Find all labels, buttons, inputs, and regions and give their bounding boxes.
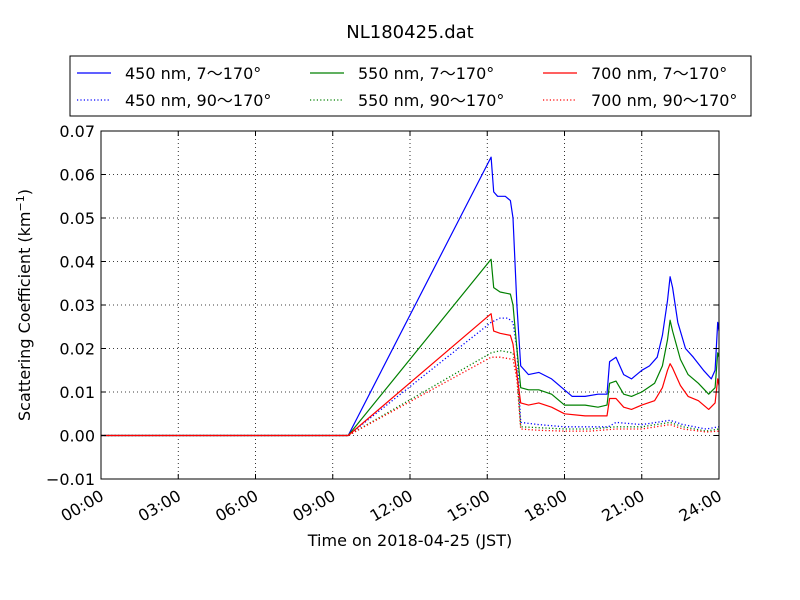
y-tick-label: 0.04 [59, 253, 95, 272]
legend-label-6: 700 nm, 90～170° [591, 91, 737, 110]
y-tick-label: −0.01 [46, 470, 95, 489]
axis-ticks: 00:00 03:00 06:00 09:00 12:00 15:00 18:00 21:00… [46, 122, 725, 526]
x-tick-label: 09:00 [289, 486, 338, 526]
y-tick-label: 0.02 [59, 340, 95, 359]
x-tick-label: 03:00 [135, 486, 184, 526]
legend-label-2: 450 nm, 90～170° [125, 91, 271, 110]
x-tick-label: 12:00 [367, 486, 416, 526]
series-line-2 [101, 317, 720, 437]
legend-label-1: 450 nm, 7～170° [125, 64, 261, 83]
legend-label-3: 550 nm, 7～170° [358, 64, 494, 83]
y-axis-label: Scattering Coefficient (km−1) [14, 189, 34, 421]
x-tick-label: 00:00 [58, 486, 107, 526]
y-axis-label-close: ) [15, 189, 34, 195]
y-tick-label: 0.00 [59, 427, 95, 446]
x-tick-label: 24:00 [676, 486, 725, 526]
series-line-5 [101, 313, 720, 437]
x-tick-label: 06:00 [212, 486, 261, 526]
grid [101, 131, 719, 479]
legend: 450 nm, 7～170° 550 nm, 7～170° 700 nm, 7～17… [69, 55, 752, 117]
x-axis-label: Time on 2018-04-25 (JST) [307, 531, 512, 550]
y-tick-label: 0.05 [59, 209, 95, 228]
legend-label-5: 700 nm, 7～170° [591, 64, 727, 83]
x-tick-label: 21:00 [598, 486, 647, 526]
x-tick-label: 15:00 [444, 486, 493, 526]
y-axis-label-main: Scattering Coefficient (km [15, 211, 34, 421]
series-line-3 [101, 258, 720, 437]
series-line-1 [101, 156, 720, 437]
y-axis-label-superscript: −1 [14, 195, 27, 211]
series-lines [101, 156, 720, 437]
legend-frame [69, 55, 752, 117]
x-tick-label: 18:00 [521, 486, 570, 526]
y-tick-label: 0.06 [59, 166, 95, 185]
y-tick-label: 0.01 [59, 383, 95, 402]
chart-title: NL180425.dat [346, 22, 473, 43]
legend-label-4: 550 nm, 90～170° [358, 91, 504, 110]
y-tick-label: 0.07 [59, 122, 95, 141]
y-tick-label: 0.03 [59, 296, 95, 315]
